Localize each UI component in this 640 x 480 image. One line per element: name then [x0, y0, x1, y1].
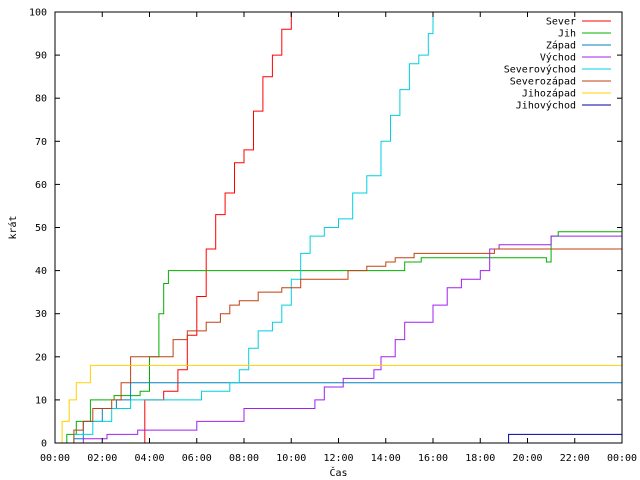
- tick-layer: 0 10 20 30 40 50 60 70 80 90 100 00:00 02:00 04:00 06:…: [29, 8, 637, 465]
- legend-label: Jih: [558, 29, 576, 40]
- legend-label: Jihozápad: [522, 88, 576, 100]
- series-line-1: [55, 11, 294, 444]
- series-line-6: [55, 248, 622, 444]
- series-line-2: [55, 231, 622, 444]
- x-tick-label: 02:00: [87, 453, 117, 464]
- legend-label: Severovýchod: [504, 64, 576, 76]
- x-tick-label: 10:00: [276, 453, 306, 464]
- x-axis-label: Čas: [329, 466, 347, 479]
- legend-label: Východ: [540, 52, 576, 64]
- y-tick-label: 30: [35, 309, 47, 320]
- x-tick-label: 12:00: [323, 453, 353, 464]
- series-line-4: [55, 235, 622, 444]
- x-tick-label: 06:00: [182, 453, 212, 464]
- y-tick-label: 80: [35, 94, 47, 105]
- legend-label: Západ: [546, 40, 576, 52]
- x-tick-label: 16:00: [418, 453, 448, 464]
- x-tick-label: 00:00: [40, 453, 70, 464]
- y-tick-label: 90: [35, 51, 47, 62]
- x-tick-label: 04:00: [134, 453, 164, 464]
- y-tick-label: 20: [35, 352, 47, 363]
- y-tick-label: 70: [35, 137, 47, 148]
- series-line-5: [55, 11, 436, 444]
- x-tick-label: 08:00: [229, 453, 259, 464]
- y-axis-label: krát: [7, 215, 19, 239]
- x-tick-label: 20:00: [512, 453, 542, 464]
- y-tick-label: 0: [41, 439, 47, 450]
- x-tick-label: 00:00: [607, 453, 637, 464]
- series-layer: [55, 11, 622, 444]
- y-tick-label: 100: [29, 8, 47, 19]
- x-tick-label: 14:00: [371, 453, 401, 464]
- x-tick-label: 18:00: [465, 453, 495, 464]
- y-tick-label: 60: [35, 180, 47, 191]
- legend-label: Sever: [546, 17, 576, 28]
- legend: SeverJihZápadVýchodSeverovýchodSeverozáp…: [504, 17, 611, 112]
- y-tick-label: 10: [35, 395, 47, 406]
- y-tick-label: 50: [35, 223, 47, 234]
- x-tick-label: 22:00: [560, 453, 590, 464]
- legend-label: Jihovýchod: [516, 100, 576, 112]
- series-line-7: [55, 364, 622, 444]
- legend-label: Severozápad: [510, 76, 576, 88]
- y-tick-label: 40: [35, 266, 47, 277]
